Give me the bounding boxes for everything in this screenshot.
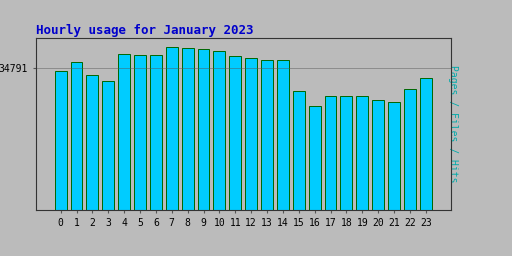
Bar <box>55 71 67 210</box>
Bar <box>372 100 384 210</box>
Bar <box>87 75 98 210</box>
Bar <box>293 91 305 210</box>
Bar <box>340 95 352 210</box>
Bar <box>325 95 336 210</box>
Bar <box>134 55 146 210</box>
Bar <box>404 89 416 210</box>
Bar <box>356 95 368 210</box>
Bar <box>166 47 178 210</box>
Bar <box>229 56 241 210</box>
Bar <box>309 106 321 210</box>
Bar <box>102 81 114 210</box>
Bar <box>214 51 225 210</box>
Bar <box>388 102 400 210</box>
Bar <box>261 60 273 210</box>
Bar <box>150 55 162 210</box>
Bar <box>118 54 130 210</box>
Bar <box>277 60 289 210</box>
Bar <box>182 48 194 210</box>
Bar <box>245 58 257 210</box>
Text: Hourly usage for January 2023: Hourly usage for January 2023 <box>36 24 253 37</box>
Bar <box>198 49 209 210</box>
Bar <box>71 62 82 210</box>
Y-axis label: Pages / Files / Hits: Pages / Files / Hits <box>447 66 458 183</box>
Bar <box>420 78 432 210</box>
